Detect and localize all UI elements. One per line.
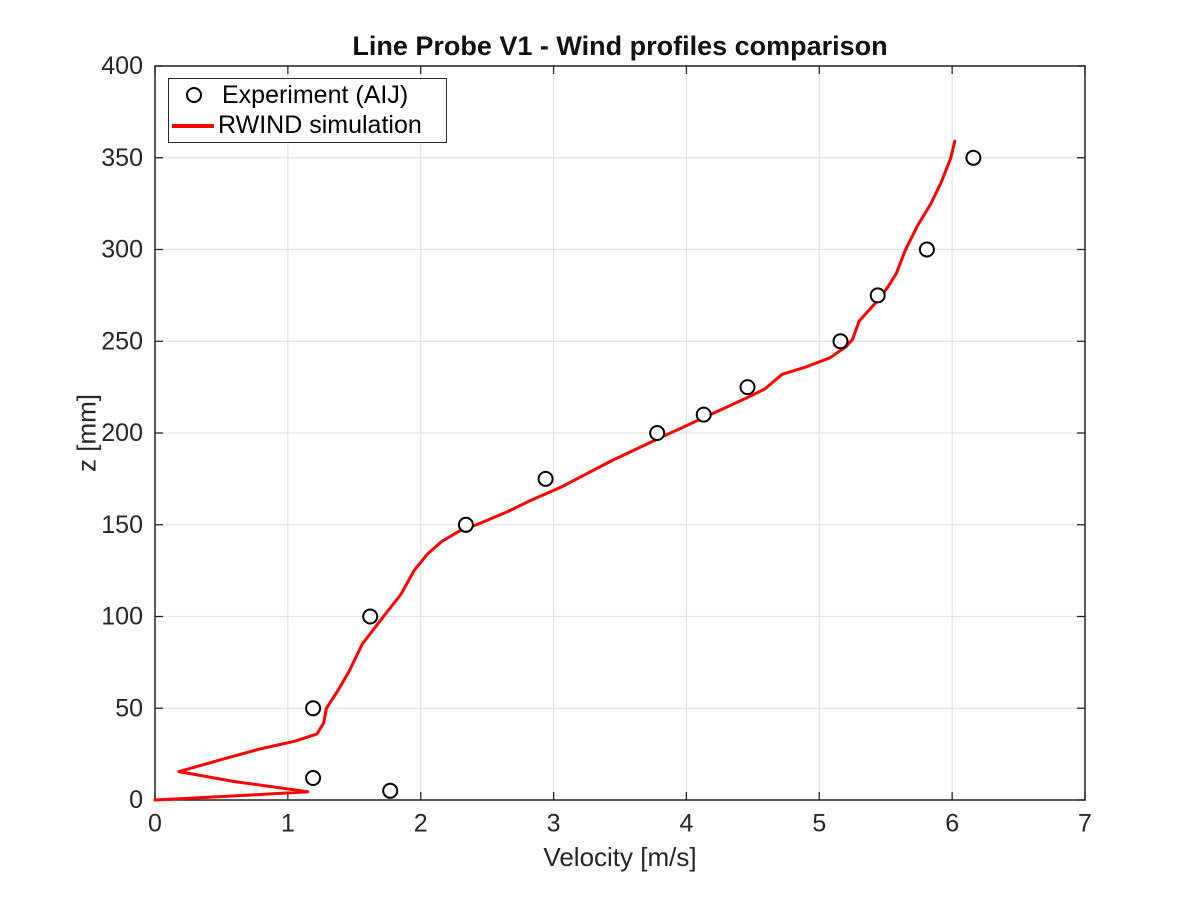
y-tick-label: 350 — [101, 144, 143, 172]
y-tick-label: 150 — [101, 511, 143, 539]
data-point — [537, 470, 554, 487]
data-point — [869, 287, 886, 304]
x-axis-label: Velocity [m/s] — [543, 842, 697, 872]
legend-entry-simulation: RWIND simulation — [169, 111, 446, 140]
data-point — [918, 241, 935, 258]
data-point — [362, 608, 379, 625]
data-point — [965, 149, 982, 166]
line-marker-icon — [172, 123, 214, 128]
y-tick-label: 0 — [129, 786, 143, 814]
y-tick-label: 300 — [101, 236, 143, 264]
x-tick-label: 4 — [679, 810, 693, 838]
data-point — [832, 333, 849, 350]
experiment-points — [305, 149, 982, 799]
x-tick-label: 3 — [547, 810, 561, 838]
data-point — [382, 782, 399, 799]
y-tick-label: 100 — [101, 603, 143, 631]
data-point — [695, 406, 712, 423]
x-tick-label: 1 — [281, 810, 295, 838]
chart-title: Line Probe V1 - Wind profiles comparison — [352, 31, 888, 61]
y-tick-label: 50 — [115, 694, 143, 722]
legend: Experiment (AIJ) RWIND simulation — [168, 78, 447, 143]
legend-entry-experiment: Experiment (AIJ) — [169, 81, 446, 110]
data-point — [739, 379, 756, 396]
x-tick-label: 0 — [148, 810, 162, 838]
y-tick-label: 250 — [101, 327, 143, 355]
y-tick-label: 200 — [101, 419, 143, 447]
x-tick-label: 2 — [414, 810, 428, 838]
legend-label-simulation: RWIND simulation — [218, 111, 422, 140]
simulation-line — [153, 139, 957, 802]
data-point — [649, 425, 666, 441]
y-axis-label: z [mm] — [71, 394, 102, 472]
circle-marker-icon — [186, 87, 202, 104]
data-point — [457, 516, 474, 533]
x-tick-label: 5 — [812, 810, 826, 838]
x-tick-label: 6 — [945, 810, 959, 838]
x-tick-label: 7 — [1078, 810, 1092, 838]
y-tick-label: 400 — [101, 52, 143, 80]
legend-label-experiment: Experiment (AIJ) — [222, 80, 409, 109]
data-point — [305, 700, 322, 717]
data-point — [305, 770, 322, 786]
